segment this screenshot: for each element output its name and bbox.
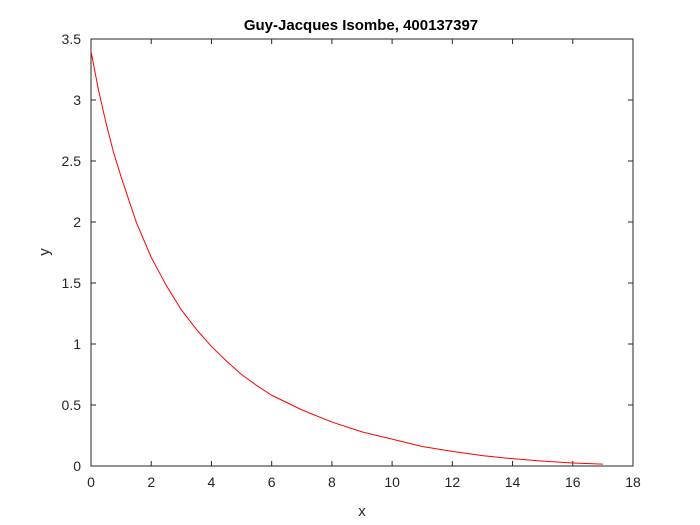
- x-tick-label: 16: [565, 474, 581, 490]
- x-tick-label: 6: [268, 474, 276, 490]
- y-tick-label: 2.5: [62, 153, 82, 169]
- y-tick-label: 3.5: [62, 31, 82, 47]
- x-tick-label: 4: [208, 474, 216, 490]
- x-tick-label: 12: [445, 474, 461, 490]
- y-tick-label: 2: [73, 214, 81, 230]
- x-tick-label: 2: [147, 474, 155, 490]
- x-tick-label: 18: [625, 474, 641, 490]
- x-tick-label: 0: [87, 474, 95, 490]
- x-axis-label: x: [358, 503, 366, 520]
- x-tick-label: 10: [384, 474, 400, 490]
- y-tick-label: 0.5: [62, 397, 82, 413]
- x-tick-label: 14: [505, 474, 521, 490]
- y-axis-label: y: [36, 248, 53, 256]
- chart-title: Guy-Jacques Isombe, 400137397: [244, 17, 478, 34]
- y-tick-label: 0: [73, 458, 81, 474]
- x-tick-label: 8: [328, 474, 336, 490]
- y-tick-label: 1.5: [62, 275, 82, 291]
- y-tick-label: 1: [73, 336, 81, 352]
- plot-area: [90, 38, 634, 467]
- y-tick-label: 3: [73, 92, 81, 108]
- series-line: [91, 51, 603, 465]
